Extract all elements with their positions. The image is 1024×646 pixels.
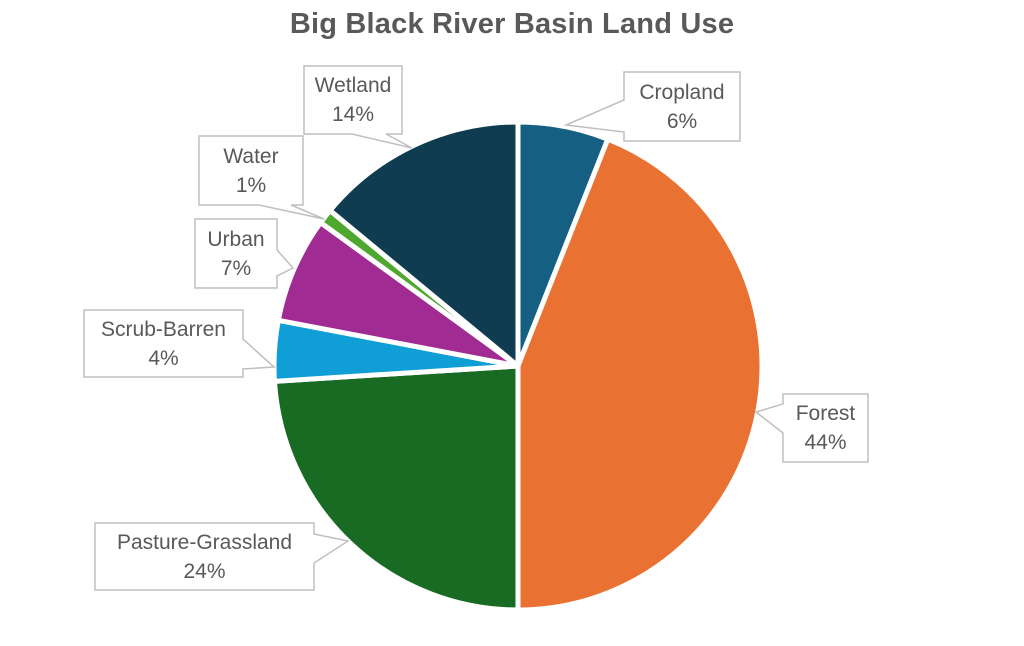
callout-box-forest — [754, 393, 869, 463]
chart-title: Big Black River Basin Land Use — [289, 8, 735, 40]
callout-box-urban — [194, 218, 295, 289]
callout-box-wetland — [303, 65, 413, 149]
pie-slice-pasture-grassland — [271, 363, 521, 613]
pie-slice-wetland — [327, 119, 521, 369]
callout-box-scrub-barren — [83, 309, 276, 378]
callout-box-pasture-grassland — [94, 522, 350, 591]
callout-box-cropland — [563, 71, 741, 142]
callout-box-water — [198, 135, 325, 220]
pie-slices-group — [271, 119, 765, 613]
